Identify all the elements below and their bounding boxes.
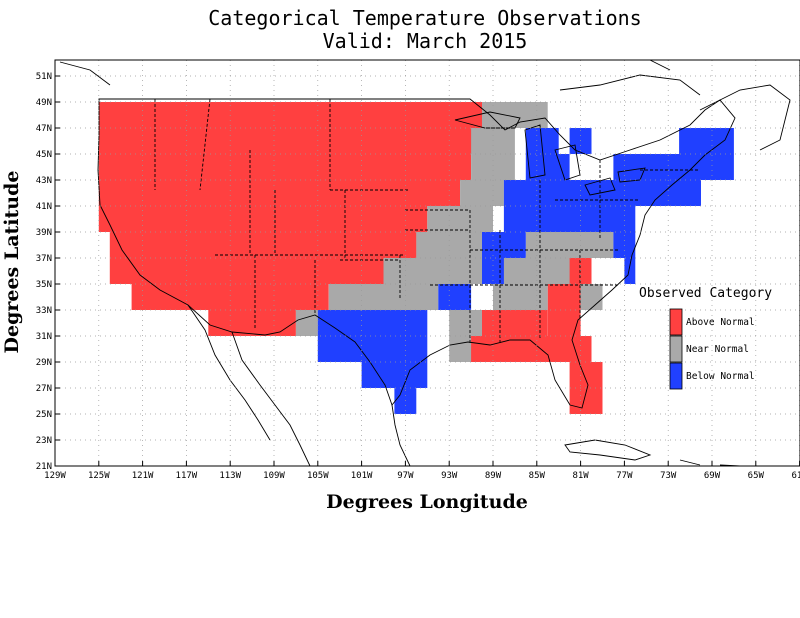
map-outlines [59, 59, 791, 467]
cell-above [471, 336, 592, 362]
cell-near [295, 310, 318, 336]
y-tick-label: 51N [36, 72, 52, 82]
cell-below [482, 232, 526, 258]
x-tick-label: 129W [44, 471, 66, 481]
x-tick-label: 85W [529, 471, 546, 481]
x-tick-label: 125W [88, 471, 110, 481]
cell-above [109, 258, 384, 284]
x-tick-label: 101W [351, 471, 373, 481]
y-tick-label: 39N [36, 228, 52, 238]
x-tick-label: 65W [748, 471, 765, 481]
y-tick-label: 29N [36, 358, 52, 368]
cell-near [471, 128, 515, 180]
legend-label-near: Near Normal [686, 344, 749, 355]
x-tick-label: 93W [441, 471, 458, 481]
y-tick-label: 47N [36, 124, 52, 134]
map-title: Categorical Temperature Observations [208, 6, 642, 30]
cell-below [317, 310, 428, 362]
x-tick-label: 105W [307, 471, 329, 481]
x-axis-ticks: 129W 125W 121W 117W 113W 109W 105W 101W 97W 93W 89… [44, 461, 800, 481]
y-tick-label: 35N [36, 280, 52, 290]
x-tick-label: 89W [485, 471, 502, 481]
x-tick-label: 73W [660, 471, 677, 481]
cell-below [624, 258, 636, 284]
cell-near [482, 102, 548, 128]
canada-coast [59, 59, 791, 151]
cell-above [98, 154, 472, 180]
legend-label-above: Above Normal [686, 317, 755, 328]
cell-near [328, 284, 439, 310]
y-tick-label: 33N [36, 306, 52, 316]
x-tick-label: 109W [263, 471, 285, 481]
map-frame [54, 59, 800, 467]
cell-above [98, 206, 428, 232]
y-tick-label: 31N [36, 332, 52, 342]
y-axis-title: Degrees Latitude [1, 171, 23, 354]
state-lines [154, 98, 700, 345]
y-tick-label: 43N [36, 176, 52, 186]
cell-below [438, 284, 472, 310]
x-tick-label: 77W [616, 471, 633, 481]
cell-below [503, 206, 636, 232]
y-tick-label: 23N [36, 436, 52, 446]
x-tick-label: 113W [219, 471, 241, 481]
cell-below [361, 362, 428, 388]
cell-above [131, 284, 329, 310]
y-tick-label: 25N [36, 410, 52, 420]
x-tick-label: 121W [132, 471, 154, 481]
legend: Observed Category Above Normal Near Norma… [639, 286, 772, 390]
map-subtitle: Valid: March 2015 [322, 29, 528, 53]
x-tick-label: 117W [176, 471, 198, 481]
x-tick-label: 81W [572, 471, 589, 481]
cell-above [98, 180, 461, 206]
caribbean-islands [564, 439, 741, 467]
category-cells [98, 102, 734, 414]
great-lakes [454, 111, 646, 196]
legend-swatch-above [669, 308, 683, 336]
cell-below [503, 180, 701, 206]
legend-swatch-near [669, 335, 683, 363]
legend-title: Observed Category [639, 286, 772, 301]
cell-near [383, 258, 482, 284]
legend-swatch-below [669, 362, 683, 390]
legend-label-below: Below Normal [686, 371, 755, 382]
cell-below [613, 154, 734, 180]
legend-items: Above Normal Near Normal Below Normal [669, 308, 755, 390]
x-axis-title: Degrees Longitude [326, 491, 528, 513]
x-tick-label: 61W [791, 471, 800, 481]
us-outline [97, 98, 736, 409]
y-tick-label: 37N [36, 254, 52, 264]
cell-above [482, 310, 548, 336]
y-tick-label: 41N [36, 202, 52, 212]
y-tick-label: 27N [36, 384, 52, 394]
cell-above [208, 310, 296, 336]
cell-below [679, 128, 734, 154]
y-tick-label: 21N [36, 462, 52, 472]
y-axis-ticks: 21N 23N 25N 27N 29N 31N 33N 35N 37N 39N 41N 43N 45N 4… [36, 72, 60, 472]
x-tick-label: 97W [397, 471, 414, 481]
y-tick-label: 45N [36, 150, 52, 160]
cell-near [460, 180, 504, 206]
x-tick-label: 69W [704, 471, 721, 481]
cell-above [109, 232, 417, 258]
cell-near [493, 284, 548, 310]
y-tick-label: 49N [36, 98, 52, 108]
cell-below [525, 154, 570, 180]
